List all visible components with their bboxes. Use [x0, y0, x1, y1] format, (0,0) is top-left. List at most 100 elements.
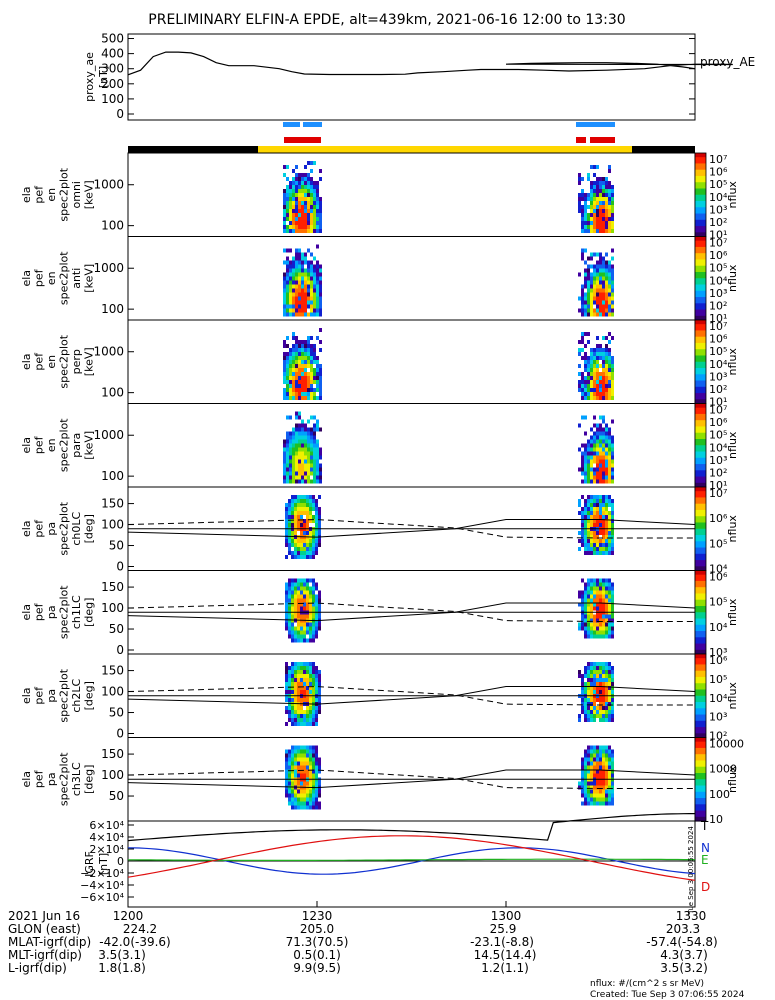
spectrogram-cell	[306, 622, 309, 627]
spectrogram-cell	[306, 539, 309, 543]
colorbar-cell	[695, 374, 706, 377]
spectrogram-cell	[307, 260, 310, 265]
spectrogram-cell	[602, 213, 605, 217]
spectrogram-cell	[584, 706, 587, 710]
spectrogram-cell	[315, 507, 318, 511]
spectrogram-cell	[584, 753, 587, 758]
spectrogram-cell	[307, 229, 310, 233]
spectrogram-cell	[310, 252, 313, 257]
colorbar-cell	[695, 658, 706, 661]
spectrogram-cell	[590, 376, 593, 380]
spectrogram-cell	[584, 376, 587, 380]
spectrogram-cell	[295, 185, 298, 189]
spectrogram-cell	[283, 364, 286, 368]
colorbar-tick-label: 1000	[709, 763, 737, 776]
spectrogram-cell	[285, 674, 288, 678]
spectrogram-cell	[286, 415, 289, 420]
colorbar-cell	[695, 328, 706, 332]
spectrogram-cell	[295, 423, 298, 428]
colorbar-cell	[695, 572, 706, 576]
spectrogram-cell	[319, 308, 322, 313]
spectrogram-cell	[596, 745, 599, 750]
spectrogram-cell	[581, 288, 584, 293]
spectrogram-cell	[611, 714, 614, 718]
spectrogram-cell	[611, 360, 614, 364]
colorbar-cell	[695, 612, 706, 615]
spectrogram-cell	[611, 205, 614, 209]
spectrogram-cell	[288, 757, 291, 762]
spectrogram-cell	[310, 479, 313, 484]
spectrogram-cell	[292, 459, 295, 464]
flag-bars	[128, 122, 695, 153]
colorbar-cell	[695, 741, 706, 745]
spectrogram-cell	[307, 197, 310, 201]
spectrogram-cell	[587, 467, 590, 472]
spectrogram-cell	[288, 598, 291, 603]
spectrogram-cell	[602, 789, 605, 794]
spectrogram-cell	[297, 765, 300, 770]
spectrogram-cell	[590, 467, 593, 472]
spectrogram-cell	[602, 674, 605, 678]
spectrogram-cell	[608, 288, 611, 293]
spectrogram-cell	[312, 622, 315, 627]
spectrogram-cell	[587, 590, 590, 595]
spectrogram-cell	[283, 451, 286, 456]
spectrogram-cell	[608, 753, 611, 758]
spectrogram-cell	[318, 789, 321, 794]
spectrogram-cell	[288, 682, 291, 686]
spectrogram-cell	[297, 547, 300, 551]
spectrogram-cell	[312, 801, 315, 806]
spectrogram-cell	[602, 463, 605, 468]
spectrogram-cell	[602, 551, 605, 555]
colorbar-frame	[694, 737, 707, 822]
colorbar-cell	[695, 384, 706, 388]
colorbar-cell	[695, 196, 706, 200]
spectrogram-cell	[596, 388, 599, 392]
spectrogram-cell	[309, 622, 312, 627]
spectrogram-cell	[584, 718, 587, 722]
spectrogram-cell	[596, 396, 599, 400]
spectrogram-cell	[611, 543, 614, 547]
spectrogram-cell	[301, 272, 304, 277]
spectrogram-cell	[289, 360, 292, 364]
spectrogram-cell	[605, 706, 608, 710]
spectrogram-cell	[593, 765, 596, 770]
spectrogram-cell	[295, 443, 298, 448]
spectrogram-cell	[298, 296, 301, 301]
colorbar-cell	[695, 342, 706, 346]
spectrogram-cell	[313, 479, 316, 484]
spectrogram-cell	[313, 185, 316, 189]
spectrogram-cell	[596, 284, 599, 289]
spectrogram-cell	[318, 805, 321, 810]
panel-ylabel: spec2plot	[58, 251, 71, 305]
spectrogram-cell	[297, 718, 300, 722]
spectrogram-cell	[301, 308, 304, 313]
spectrogram-cell	[587, 622, 590, 627]
spectrogram-cell	[584, 602, 587, 607]
spectrogram-cell	[608, 276, 611, 281]
spectrogram-cell	[584, 380, 587, 384]
spectrogram-cell	[306, 551, 309, 555]
spectrogram-cell	[590, 753, 593, 758]
spectrogram-cell	[599, 753, 602, 758]
spectrogram-cell	[288, 515, 291, 519]
spectrogram-cell	[306, 789, 309, 794]
spectrogram-cell	[611, 356, 614, 360]
spectrogram-cell	[285, 785, 288, 790]
spectrogram-cell	[298, 348, 301, 352]
spectrogram-cell	[608, 439, 611, 444]
spectrogram-cell	[315, 781, 318, 786]
spectrogram-cell	[602, 698, 605, 702]
colorbar-tick-label: 10²	[709, 216, 727, 229]
spectrogram-cell	[602, 710, 605, 714]
spectrogram-cell	[587, 225, 590, 229]
spectrogram-cell	[295, 221, 298, 225]
spectrogram-cell	[312, 722, 315, 726]
spectrogram-cell	[581, 252, 584, 257]
spectrogram-cell	[584, 606, 587, 611]
spectrogram-cell	[300, 761, 303, 766]
spectrogram-cell	[297, 662, 300, 666]
colorbar-cell	[695, 386, 706, 390]
spectrogram-cell	[602, 467, 605, 472]
